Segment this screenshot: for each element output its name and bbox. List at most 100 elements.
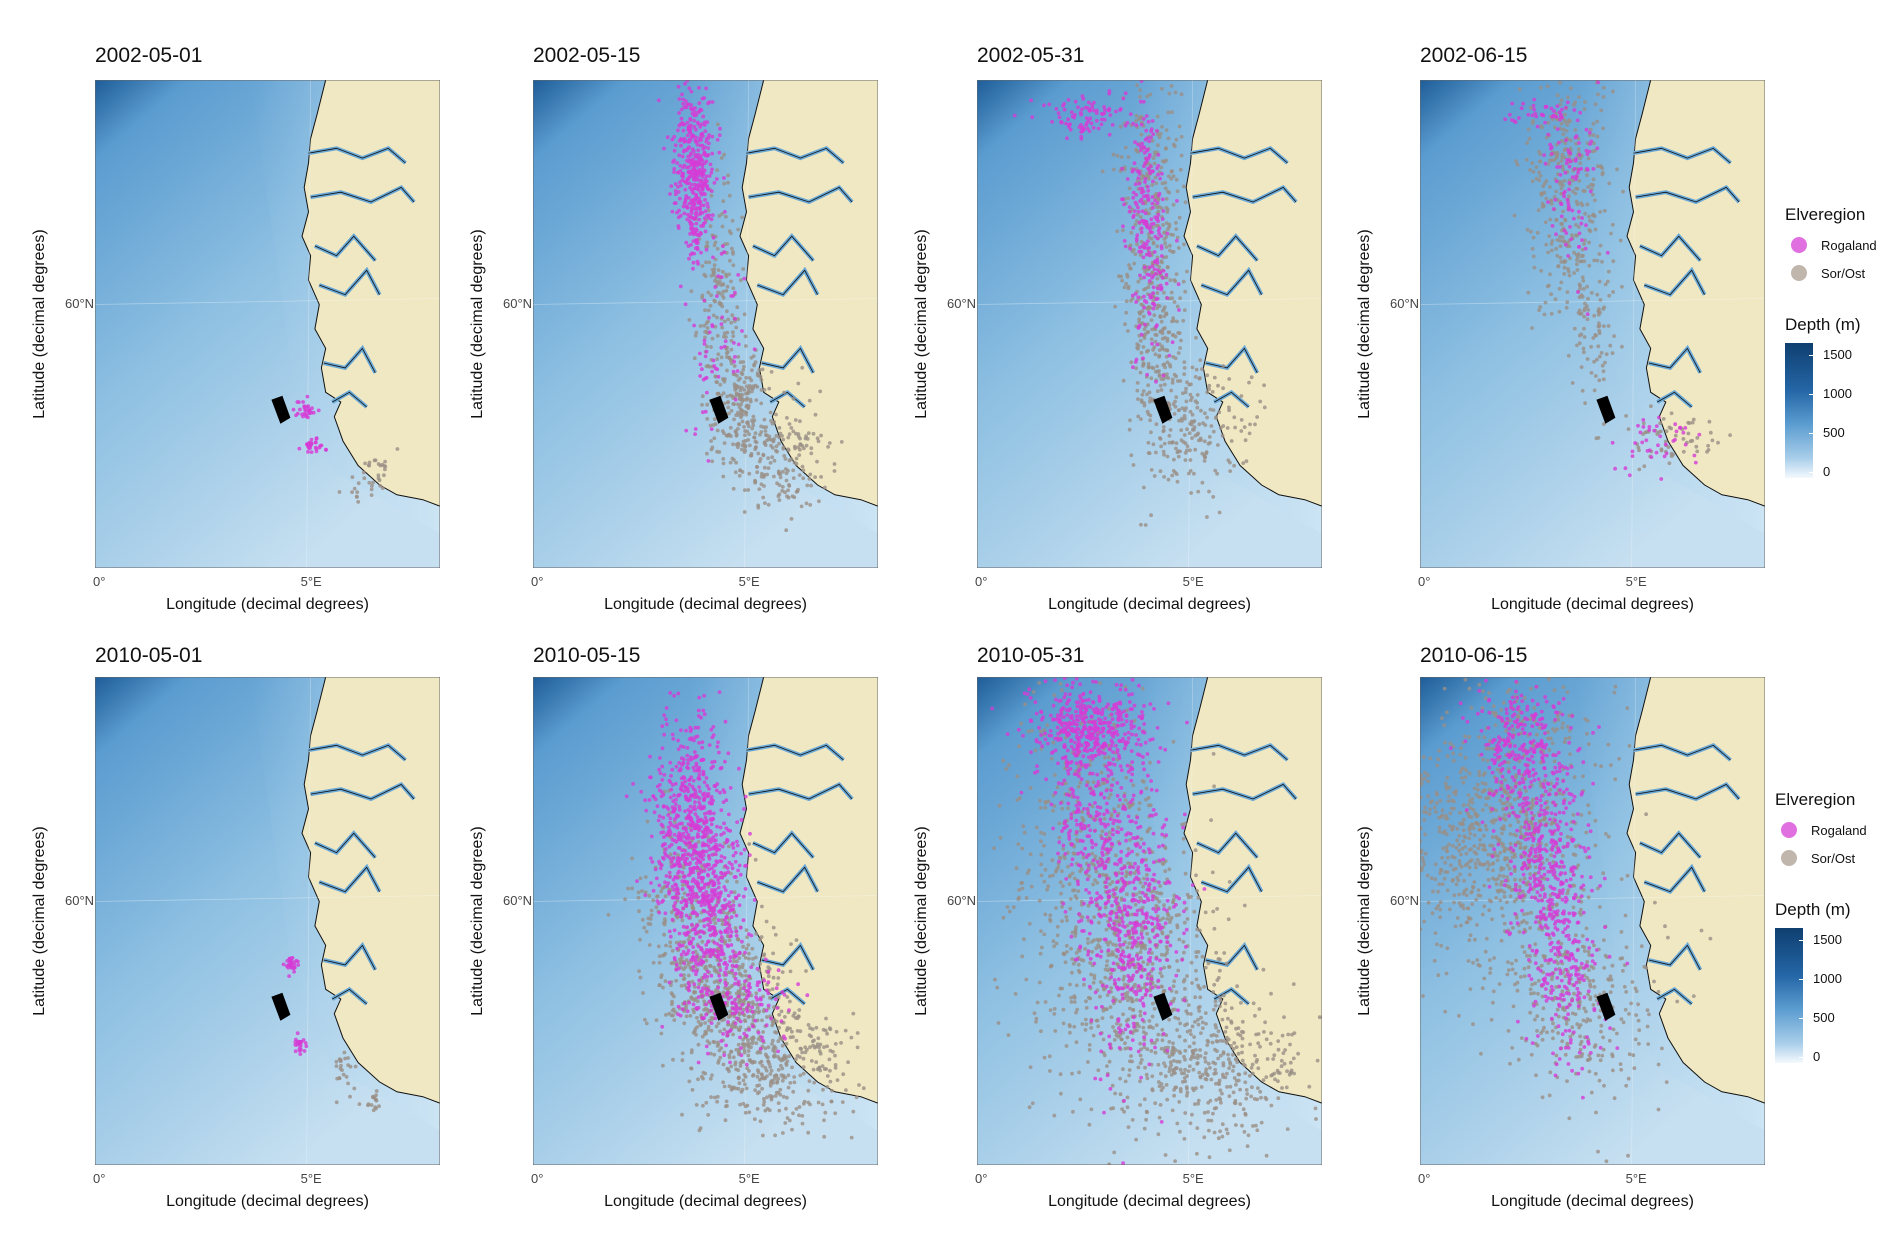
rogaland-point [691,945,696,949]
sorost-point [789,517,794,521]
rogaland-point [695,120,700,125]
sorost-point [768,461,773,465]
sorost-point [1176,246,1181,250]
sorost-point [1177,418,1181,423]
rogaland-point [310,406,314,411]
rogaland-point [1139,332,1144,337]
sorost-point [1599,351,1604,355]
sorost-point [1179,153,1184,158]
sorost-point [709,1028,714,1033]
rogaland-point [693,211,698,216]
sorost-point [743,969,748,974]
sorost-point [828,1068,832,1073]
longitude-tick: 5°E [738,574,760,589]
rogaland-point [1147,279,1152,283]
rogaland-point [1120,197,1124,202]
sorost-point [706,884,711,889]
rogaland-point [1161,268,1166,273]
rogaland-point [672,863,677,868]
rogaland-point [698,143,703,148]
rogaland-point [687,916,692,920]
rogaland-point [297,446,302,451]
rogaland-point [711,764,715,769]
sorost-point [1127,263,1131,267]
sorost-point [1530,326,1534,330]
sorost-point [1690,420,1695,425]
sorost-point [382,473,386,478]
norway-land [1626,80,1765,507]
rogaland-point [706,146,711,150]
sorost-point [346,1056,350,1060]
rogaland-point [733,875,738,879]
rogaland-point [710,167,714,172]
sorost-point [1169,84,1174,88]
sorost-point [817,1049,822,1054]
rogaland-point [697,827,701,832]
sorost-point [776,1068,781,1072]
sorost-point [1147,390,1152,395]
fjord-outline [1639,235,1701,261]
rogaland-point [301,400,305,404]
rogaland-point [671,799,676,804]
rogaland-point [687,256,691,261]
sorost-point [722,1027,727,1032]
sorost-point [724,351,729,356]
rogaland-point [707,951,712,956]
sorost-point [740,1059,745,1064]
sorost-point [1582,189,1587,193]
rogaland-point [295,400,300,404]
rogaland-point [1139,230,1144,235]
rogaland-point [713,1016,718,1021]
sorost-point [1154,422,1159,427]
rogaland-point [714,903,719,908]
sorost-point [1597,252,1602,256]
sorost-point [1598,210,1603,214]
sorost-point [1244,459,1249,464]
sorost-point [1578,161,1583,166]
sorost-point [729,231,733,236]
sorost-point [1598,298,1603,302]
rogaland-point [657,910,662,915]
sorost-point [681,967,686,971]
sorost-point [772,1018,777,1022]
rogaland-point [676,184,680,189]
rogaland-point [309,441,314,446]
sorost-point [771,975,776,980]
sorost-point [1133,252,1138,256]
rogaland-point [704,820,709,824]
sorost-point [700,1034,705,1039]
sorost-point [637,969,641,973]
rogaland-point [1513,120,1518,124]
sorost-point [1135,242,1139,247]
rogaland-point [1576,290,1580,294]
sorost-point [807,1079,812,1083]
sorost-point [1566,95,1570,100]
sorost-point [1176,351,1181,355]
sorost-point [1195,393,1200,397]
rogaland-point [731,846,736,850]
sorost-point [370,484,374,488]
sorost-point [739,411,744,416]
sorost-point [1203,423,1208,427]
sorost-point [1145,94,1150,99]
sorost-point [747,951,751,956]
sorost-point [1669,411,1674,416]
rogaland-point [692,750,697,754]
fjord-outline [319,866,380,893]
sorost-point [1575,268,1580,272]
sorost-point [670,999,674,1004]
sorost-point [806,1100,811,1105]
sorost-point [1560,139,1564,143]
sorost-point [1207,387,1211,391]
rogaland-point [699,137,704,142]
sorost-point [807,398,812,403]
sorost-point [1588,229,1593,234]
sorost-point [1547,234,1552,239]
sorost-point [378,484,383,488]
rogaland-point [703,209,708,214]
rogaland-point [295,1042,300,1047]
sorost-point [1572,250,1576,255]
rogaland-point [691,877,696,881]
rogaland-point [1566,148,1571,152]
sorost-point [1592,141,1596,146]
